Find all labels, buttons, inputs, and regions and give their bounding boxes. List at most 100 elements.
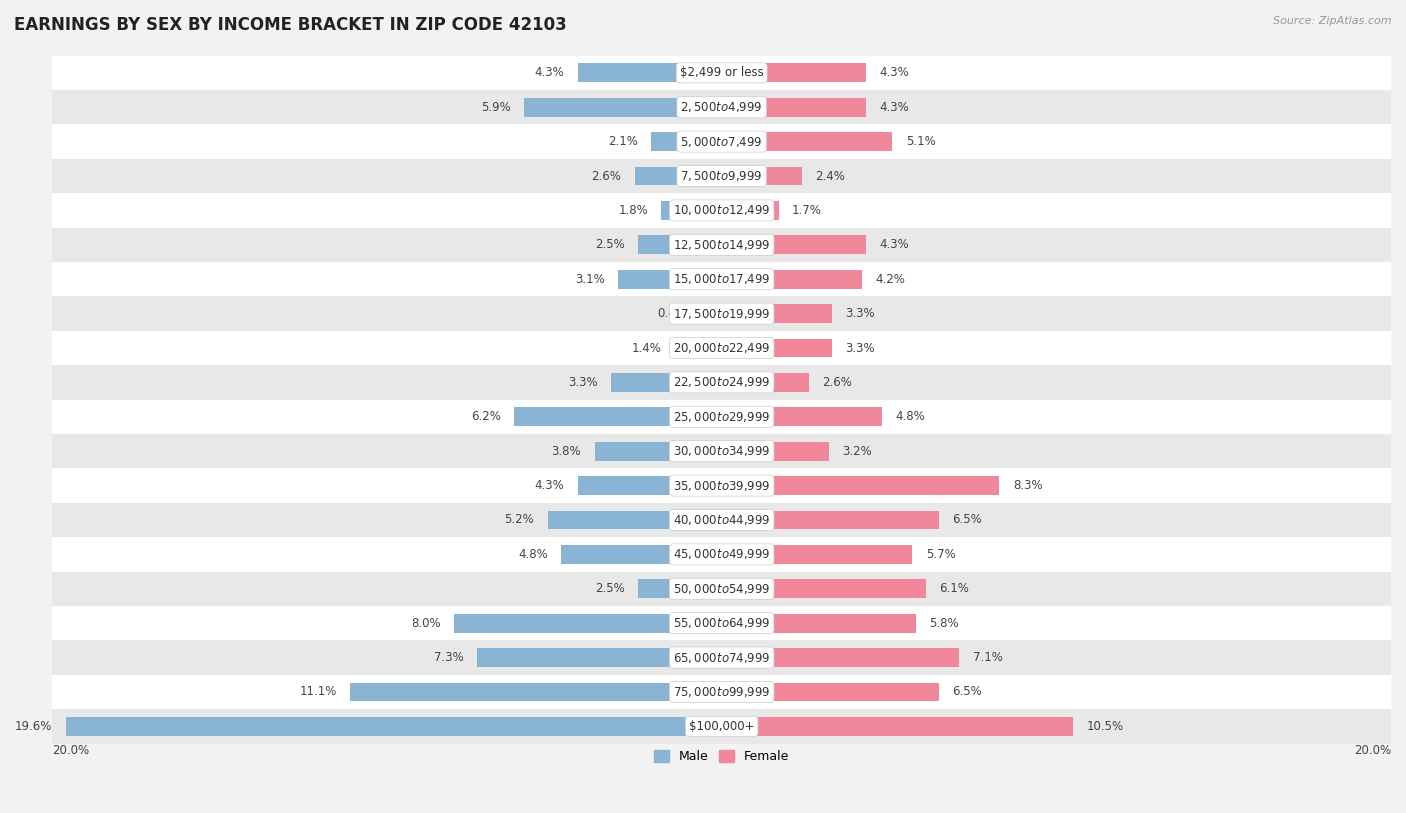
Text: $10,000 to $12,499: $10,000 to $12,499 [673,203,770,217]
Text: 5.2%: 5.2% [505,514,534,527]
Bar [721,580,925,598]
Text: 1.4%: 1.4% [631,341,661,354]
Text: $50,000 to $54,999: $50,000 to $54,999 [673,582,770,596]
Bar [634,167,721,185]
Bar [52,365,1391,400]
Bar [524,98,721,117]
Legend: Male, Female: Male, Female [650,746,794,768]
Text: $2,499 or less: $2,499 or less [681,67,763,80]
Text: 5.1%: 5.1% [905,135,935,148]
Bar [721,304,832,323]
Bar [651,133,721,151]
Bar [578,476,721,495]
Bar [52,641,1391,675]
Text: 3.3%: 3.3% [845,307,875,320]
Bar [52,468,1391,502]
Text: 2.1%: 2.1% [609,135,638,148]
Bar [675,338,721,358]
Text: $55,000 to $64,999: $55,000 to $64,999 [673,616,770,630]
Bar [52,262,1391,297]
Text: $65,000 to $74,999: $65,000 to $74,999 [673,650,770,664]
Bar [721,407,883,426]
Text: 1.7%: 1.7% [792,204,823,217]
Text: 6.5%: 6.5% [953,685,983,698]
Text: 20.0%: 20.0% [52,744,90,757]
Bar [721,98,866,117]
Text: $20,000 to $22,499: $20,000 to $22,499 [673,341,770,355]
Text: $12,500 to $14,999: $12,500 to $14,999 [673,238,770,252]
Text: $45,000 to $49,999: $45,000 to $49,999 [673,547,770,562]
Bar [52,709,1391,744]
Text: $25,000 to $29,999: $25,000 to $29,999 [673,410,770,424]
Bar [52,606,1391,641]
Bar [721,236,866,254]
Text: 11.1%: 11.1% [299,685,337,698]
Bar [707,304,721,323]
Bar [350,682,721,702]
Bar [561,545,721,564]
Bar [721,270,862,289]
Text: 6.2%: 6.2% [471,411,501,424]
Bar [721,476,1000,495]
Text: $5,000 to $7,499: $5,000 to $7,499 [681,135,763,149]
Text: 7.3%: 7.3% [434,651,464,664]
Bar [52,228,1391,262]
Text: $100,000+: $100,000+ [689,720,755,733]
Text: $17,500 to $19,999: $17,500 to $19,999 [673,307,770,320]
Bar [52,297,1391,331]
Bar [478,648,721,667]
Bar [721,338,832,358]
Text: 2.6%: 2.6% [823,376,852,389]
Text: 3.8%: 3.8% [551,445,581,458]
Text: 2.5%: 2.5% [595,582,624,595]
Text: Source: ZipAtlas.com: Source: ZipAtlas.com [1274,16,1392,26]
Bar [52,434,1391,468]
Bar [454,614,721,633]
Bar [721,682,939,702]
Text: 3.3%: 3.3% [568,376,598,389]
Bar [721,545,912,564]
Text: 4.3%: 4.3% [879,101,908,114]
Bar [548,511,721,529]
Text: 6.5%: 6.5% [953,514,983,527]
Text: 19.6%: 19.6% [15,720,52,733]
Text: 10.5%: 10.5% [1087,720,1123,733]
Text: 2.6%: 2.6% [592,170,621,183]
Text: 6.1%: 6.1% [939,582,969,595]
Bar [721,441,828,461]
Text: 3.1%: 3.1% [575,272,605,285]
Text: 3.2%: 3.2% [842,445,872,458]
Text: 3.3%: 3.3% [845,341,875,354]
Bar [638,236,721,254]
Text: 2.5%: 2.5% [595,238,624,251]
Text: 4.8%: 4.8% [896,411,925,424]
Text: $15,000 to $17,499: $15,000 to $17,499 [673,272,770,286]
Text: 5.9%: 5.9% [481,101,510,114]
Text: $22,500 to $24,999: $22,500 to $24,999 [673,376,770,389]
Bar [661,201,721,220]
Bar [52,331,1391,365]
Text: $40,000 to $44,999: $40,000 to $44,999 [673,513,770,527]
Text: 4.3%: 4.3% [534,67,564,80]
Bar [52,159,1391,193]
Bar [721,373,808,392]
Text: 4.2%: 4.2% [876,272,905,285]
Text: 4.3%: 4.3% [879,67,908,80]
Bar [52,572,1391,606]
Text: $7,500 to $9,999: $7,500 to $9,999 [681,169,763,183]
Bar [52,502,1391,537]
Bar [721,648,959,667]
Bar [612,373,721,392]
Text: 20.0%: 20.0% [1354,744,1391,757]
Text: 1.8%: 1.8% [619,204,648,217]
Text: 2.4%: 2.4% [815,170,845,183]
Text: 7.1%: 7.1% [973,651,1002,664]
Text: $30,000 to $34,999: $30,000 to $34,999 [673,444,770,459]
Bar [638,580,721,598]
Bar [66,717,721,736]
Text: 4.3%: 4.3% [879,238,908,251]
Bar [52,90,1391,124]
Text: 8.0%: 8.0% [411,617,440,630]
Bar [721,614,915,633]
Text: $35,000 to $39,999: $35,000 to $39,999 [673,479,770,493]
